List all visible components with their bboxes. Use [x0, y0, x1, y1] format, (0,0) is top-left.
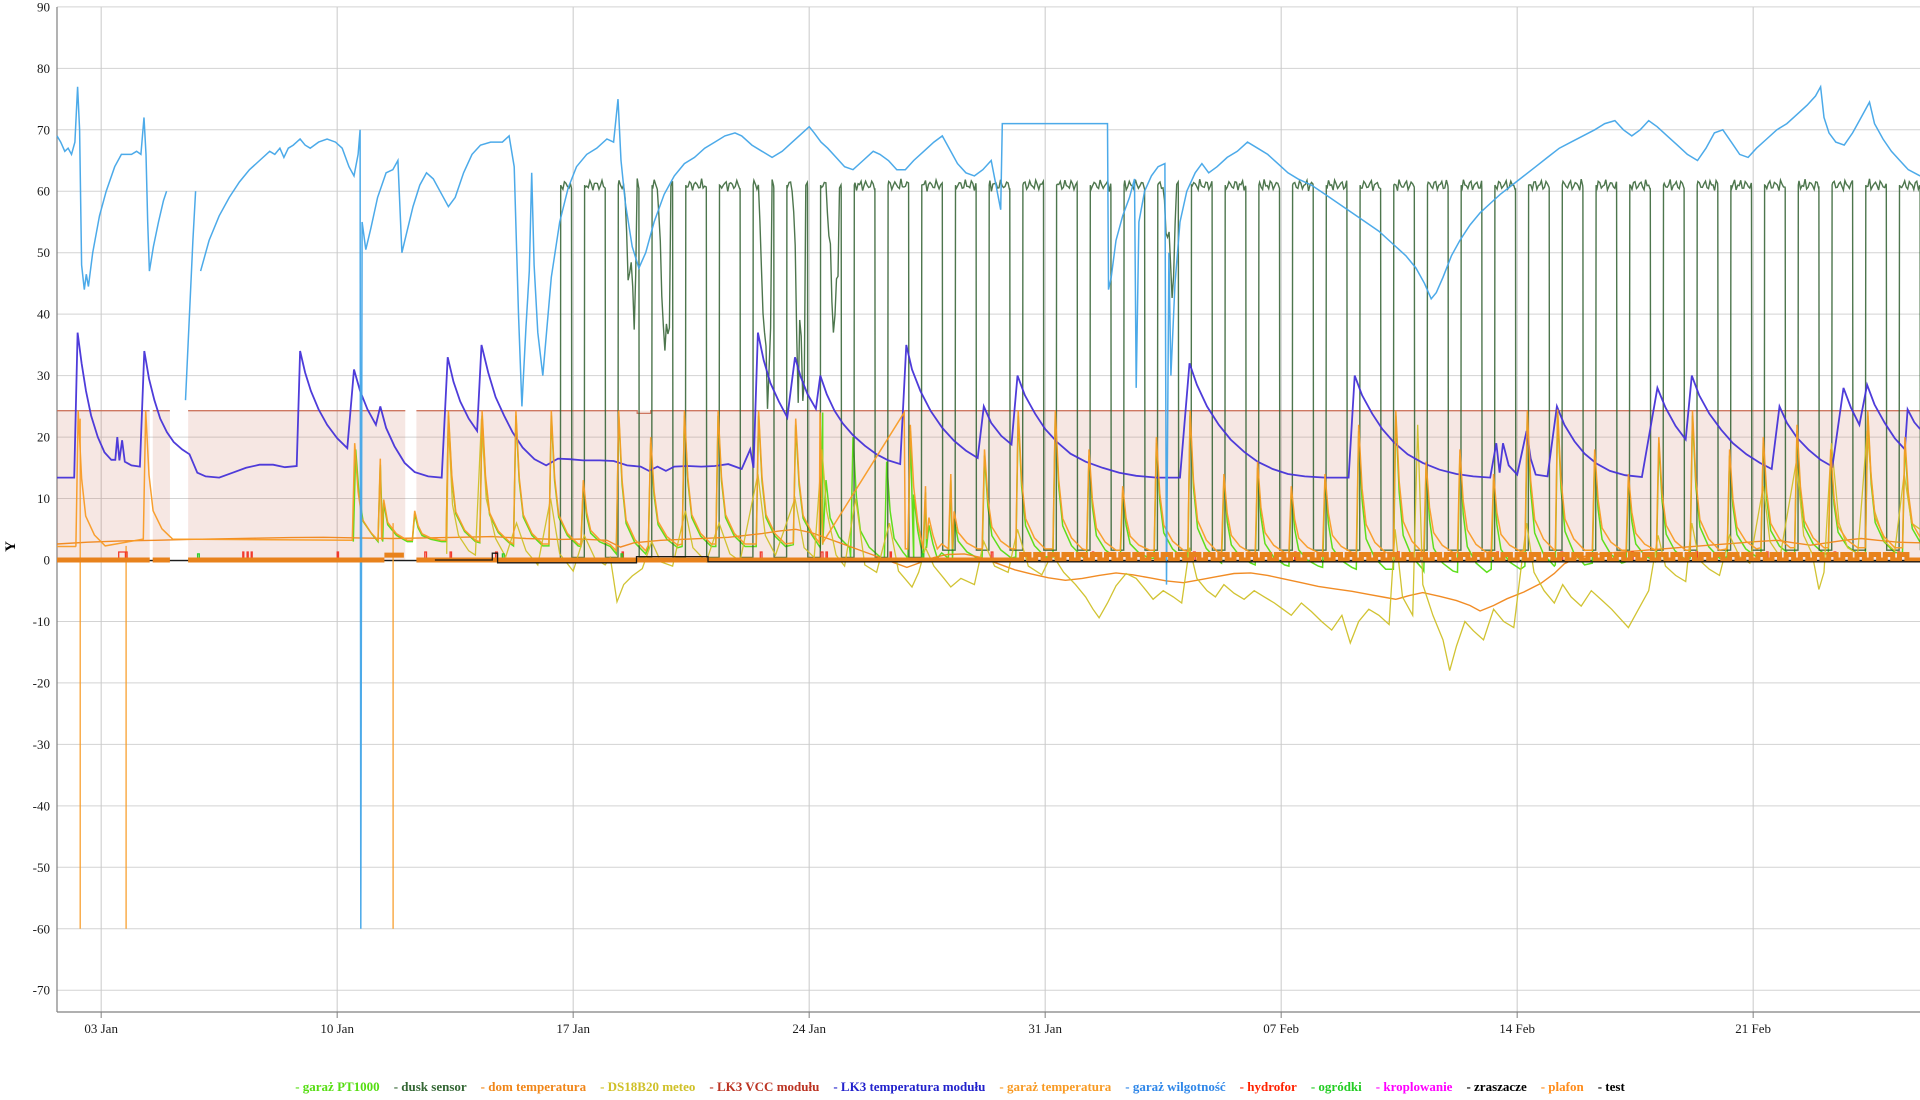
legend-item-gara-temperatura[interactable]: - garaż temperatura — [999, 1079, 1112, 1094]
y-tick-label: -50 — [33, 860, 50, 875]
y-tick-label: 80 — [37, 61, 50, 76]
y-tick-label: -70 — [33, 983, 50, 998]
series-ogródki — [196, 553, 925, 560]
y-tick-label: 50 — [37, 245, 50, 260]
legend-item-test[interactable]: - test — [1597, 1079, 1625, 1094]
y-tick-label: 40 — [37, 307, 50, 322]
series-dusk sensor — [559, 177, 1920, 559]
y-tick-label: 90 — [37, 0, 50, 14]
series-DS18B20 meteo — [446, 418, 1920, 671]
series-garaż temperatura — [57, 409, 1920, 554]
y-tick-label: 0 — [44, 553, 51, 568]
x-tick-label: 03 Jan — [84, 1021, 118, 1036]
x-tick-label: 31 Jan — [1028, 1021, 1062, 1036]
y-tick-label: 10 — [37, 491, 50, 506]
legend-item-lk3-vcc-modu-u[interactable]: - LK3 VCC modułu — [709, 1079, 820, 1094]
x-tick-label: 17 Jan — [556, 1021, 590, 1036]
chart-legend: - garaż PT1000 - dusk sensor - dom tempera… — [0, 1079, 1920, 1095]
legend-item-plafon[interactable]: - plafon — [1540, 1079, 1584, 1094]
y-tick-label: -60 — [33, 921, 50, 936]
series-band-fill — [152, 410, 170, 560]
y-tick-label: -30 — [33, 737, 50, 752]
y-tick-label: -20 — [33, 675, 50, 690]
series-test — [434, 552, 1920, 564]
y-axis-title: Y — [2, 541, 19, 552]
y-tick-label: 60 — [37, 184, 50, 199]
series-band-fill — [188, 410, 406, 560]
series-plafon — [57, 552, 1920, 563]
x-tick-label: 10 Jan — [320, 1021, 354, 1036]
legend-item-gara-wilgotno-[interactable]: - garaż wilgotność — [1125, 1079, 1226, 1094]
legend-item-ogr-dki[interactable]: - ogródki — [1310, 1079, 1362, 1094]
x-tick-label: 24 Jan — [792, 1021, 826, 1036]
series-garaż wilgotność — [56, 84, 1920, 929]
y-tick-label: 30 — [37, 368, 50, 383]
x-tick-label: 07 Feb — [1263, 1021, 1299, 1036]
legend-item-lk3-temperatura-modu-u[interactable]: - LK3 temperatura modułu — [833, 1079, 986, 1094]
legend-item-zraszacze[interactable]: - zraszacze — [1466, 1079, 1527, 1094]
legend-item-dom-temperatura[interactable]: - dom temperatura — [480, 1079, 587, 1094]
series-band-fill — [416, 410, 1920, 560]
y-tick-label: -10 — [33, 614, 50, 629]
legend-item-hydrofor[interactable]: - hydrofor — [1239, 1079, 1297, 1094]
y-tick-label: 20 — [37, 430, 50, 445]
legend-item-kroplowanie[interactable]: - kroplowanie — [1375, 1079, 1453, 1094]
legend-item-gara-pt1000[interactable]: - garaż PT1000 — [295, 1079, 380, 1094]
legend-item-dusk-sensor[interactable]: - dusk sensor — [393, 1079, 467, 1094]
y-tick-label: 70 — [37, 122, 50, 137]
x-tick-label: 21 Feb — [1735, 1021, 1771, 1036]
x-tick-label: 14 Feb — [1499, 1021, 1535, 1036]
y-tick-label: -40 — [33, 798, 50, 813]
series-LK3 VCC modułu — [416, 410, 1920, 415]
series-band-fill — [57, 410, 150, 560]
legend-item-ds18b20-meteo[interactable]: - DS18B20 meteo — [600, 1079, 696, 1094]
